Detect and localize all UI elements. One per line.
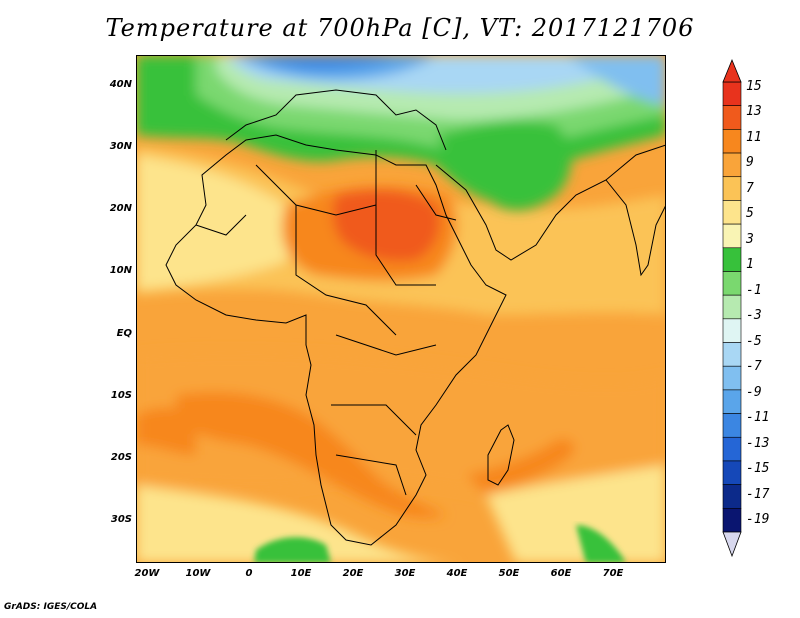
africa-coastline	[165, 134, 507, 546]
temperature-field-1-sw	[254, 537, 331, 563]
colorbar-cell	[722, 129, 742, 154]
colorbar-bottom-arrow	[722, 531, 742, 558]
mediterranean-coastline	[225, 89, 447, 151]
colorbar-label-m7: -7	[746, 359, 762, 374]
border-3	[295, 205, 397, 336]
border-5	[331, 404, 417, 436]
colorbar-cell	[722, 200, 742, 225]
temperature-field-5-west	[136, 155, 300, 290]
map-border	[136, 55, 666, 563]
madagascar-coastline	[487, 424, 515, 486]
colorbar-cell	[722, 105, 742, 130]
lon-label-10e: 10E	[290, 568, 312, 579]
temperature-field-13-sudan	[332, 189, 440, 262]
colorbar-cell	[722, 413, 742, 438]
temperature-field-5-se	[486, 465, 666, 563]
temperature-field-11-west	[136, 407, 196, 455]
temperature-field-m7-east	[566, 55, 666, 105]
border-4	[335, 334, 437, 356]
colorbar-cell	[722, 484, 742, 509]
lon-label-60e: 60E	[550, 568, 572, 579]
temperature-field-1-se	[576, 525, 626, 563]
lat-label-10n: 10N	[109, 265, 132, 276]
colorbar-label-m19: -19	[746, 512, 770, 527]
coastlines	[165, 89, 666, 546]
lon-label-50e: 50E	[498, 568, 520, 579]
lon-label-70e: 70E	[602, 568, 624, 579]
colorbar-label-m5: -5	[746, 334, 762, 349]
colorbar-label-m17: -17	[746, 487, 770, 502]
colorbar-cell	[722, 460, 742, 485]
lat-label-30s: 30S	[110, 514, 132, 525]
colorbar-label-13: 13	[746, 104, 762, 119]
arabia-coastline	[435, 144, 666, 261]
plot-title: Temperature at 700hPa [C], VT: 201712170…	[105, 14, 695, 42]
colorbar-label-m11: -11	[746, 410, 770, 425]
lat-label-20s: 20S	[110, 452, 132, 463]
temperature-field-11-band	[176, 391, 446, 519]
colorbar-label-1: 1	[746, 257, 754, 272]
lat-label-40n: 40N	[109, 79, 132, 90]
border-6	[335, 454, 407, 496]
temperature-field-11-madagascar	[466, 439, 575, 495]
lat-label-10s: 10S	[110, 390, 132, 401]
colorbar-label-m1: -1	[746, 283, 762, 298]
lat-label-20n: 20N	[109, 203, 132, 214]
lat-label-eq: EQ	[116, 328, 132, 339]
colorbar-label-11: 11	[746, 130, 762, 145]
colorbar-cell	[722, 342, 742, 367]
temperature-field-1-arabia	[436, 120, 571, 211]
colorbar-cell	[722, 508, 742, 533]
lat-label-30n: 30N	[109, 141, 132, 152]
colorbar-cell	[722, 436, 742, 462]
border-2	[375, 150, 436, 286]
border-1	[255, 164, 377, 216]
lon-label-20w: 20W	[134, 568, 160, 579]
temperature-field-3-atlantic	[136, 55, 176, 115]
colorbar-cell	[722, 271, 742, 296]
colorbar-label-7: 7	[746, 181, 754, 196]
colorbar-cell	[722, 81, 742, 106]
colorbar-label-3: 3	[746, 232, 754, 247]
colorbar-cell	[722, 247, 742, 272]
colorbar	[722, 58, 742, 558]
border-8	[415, 184, 457, 221]
border-7	[195, 214, 247, 236]
lon-label-20e: 20E	[342, 568, 364, 579]
colorbar-cell	[722, 294, 742, 320]
colorbar-cell	[722, 223, 742, 249]
colorbar-label-m15: -15	[746, 461, 770, 476]
colorbar-cell	[722, 318, 742, 343]
india-coastline	[605, 179, 666, 277]
colorbar-label-5: 5	[746, 206, 754, 221]
temperature-map	[136, 55, 666, 563]
colorbar-cell	[722, 176, 742, 201]
lon-label-30e: 30E	[394, 568, 416, 579]
grads-credit: GrADS: IGES/COLA	[4, 602, 98, 612]
colorbar-label-m3: -3	[746, 308, 762, 323]
lon-label-10w: 10W	[185, 568, 211, 579]
colorbar-cell	[722, 152, 742, 178]
lon-label-40e: 40E	[446, 568, 468, 579]
colorbar-cell	[722, 365, 742, 391]
colorbar-label-15: 15	[746, 79, 762, 94]
lon-label-0: 0	[245, 568, 253, 579]
colorbar-label-9: 9	[746, 155, 754, 170]
temperature-field-5-south	[136, 485, 466, 563]
colorbar-label-m9: -9	[746, 385, 762, 400]
colorbar-top-arrow	[722, 58, 742, 83]
colorbar-cell	[722, 389, 742, 414]
colorbar-label-m13: -13	[746, 436, 770, 451]
temperature-field-m11	[256, 55, 396, 69]
